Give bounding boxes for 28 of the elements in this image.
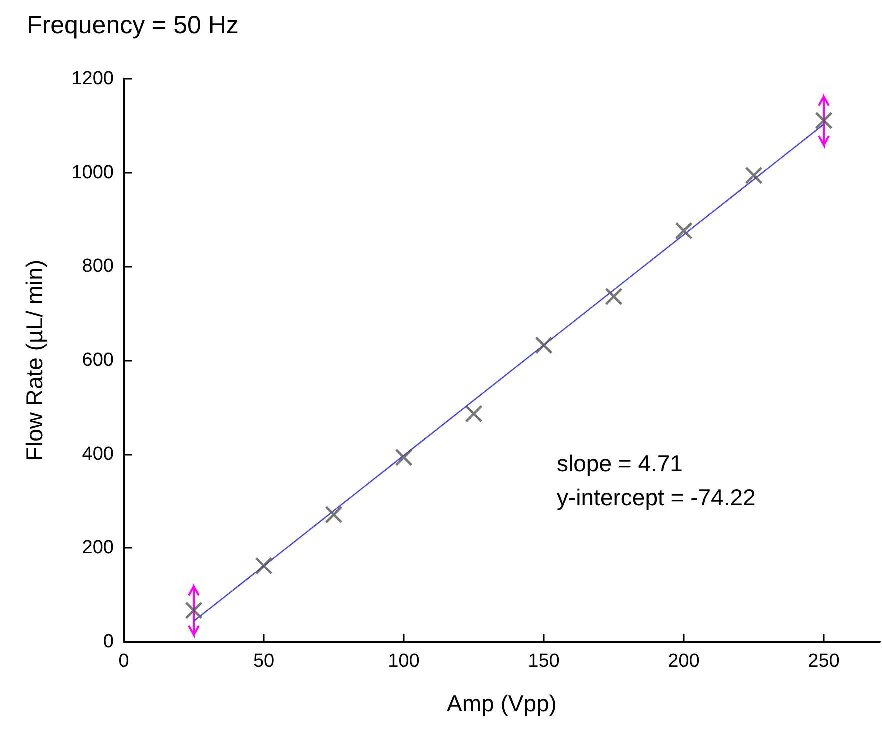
x-tick-label: 200 [668, 651, 700, 672]
point [676, 222, 692, 240]
point [746, 167, 762, 184]
point [606, 288, 622, 306]
point [186, 602, 202, 620]
x-tick-label: 50 [253, 651, 275, 672]
point [256, 557, 272, 574]
point [396, 449, 412, 466]
x-tick-label: 0 [118, 651, 130, 672]
point [326, 506, 342, 524]
y-tick-label: 800 [82, 256, 114, 278]
y-tick-label: 0 [103, 632, 114, 652]
y-tick-label: 200 [82, 538, 114, 559]
y-tick-label: 400 [82, 444, 114, 465]
y-axis-title: Flow Rate (µL/ min) [22, 260, 48, 462]
point [536, 336, 552, 354]
x-tick-label: 150 [528, 651, 560, 672]
x-tick-label: 250 [808, 651, 840, 672]
x-axis-title: Amp (Vpp) [447, 690, 557, 716]
annotation: y-intercept = -74.22 [557, 484, 756, 510]
y-tick-label: 600 [82, 350, 114, 371]
chart-title: Frequency = 50 Hz [27, 12, 239, 40]
point [816, 112, 832, 130]
y-tick-label: 1000 [72, 162, 114, 184]
y-tick-label: 1200 [72, 68, 114, 90]
x-tick-label: 100 [388, 651, 420, 672]
point [466, 405, 482, 422]
annotation: slope = 4.71 [557, 450, 683, 476]
